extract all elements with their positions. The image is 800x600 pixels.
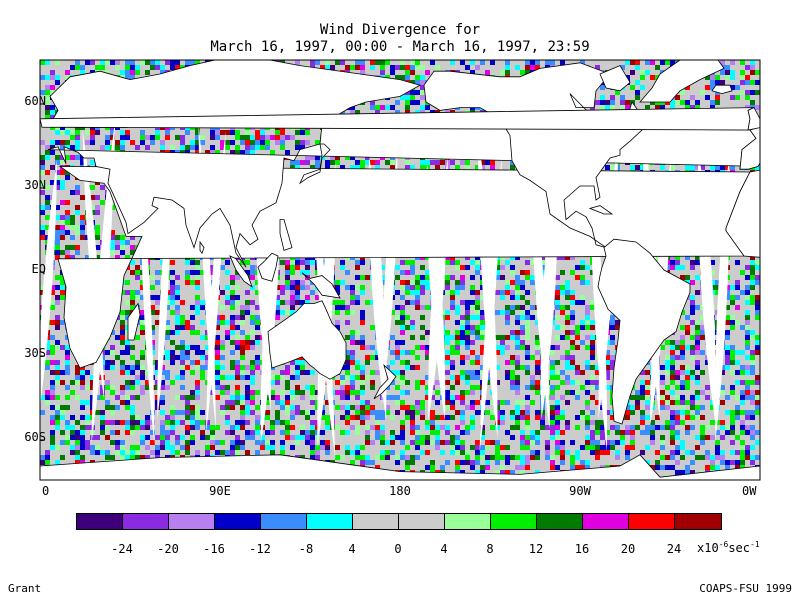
land-new-guinea xyxy=(301,272,341,299)
land-antarctica xyxy=(40,454,760,480)
lon-label-90w: 90W xyxy=(569,484,591,498)
land-cuba xyxy=(588,205,614,215)
land-australia xyxy=(267,300,347,380)
lat-label-30n: 30N xyxy=(24,178,46,192)
land-philippines xyxy=(279,219,293,251)
color-tick-label: -8 xyxy=(298,542,314,556)
color-swatch-3 xyxy=(215,514,261,529)
land-borneo xyxy=(257,252,279,282)
lon-label-0w: 0W xyxy=(742,484,757,498)
lon-label-90e: 90E xyxy=(209,484,231,498)
land-japan xyxy=(298,143,331,185)
lat-label-60s: 60S xyxy=(24,430,46,444)
color-tick-label: -16 xyxy=(203,542,225,556)
land-madagascar xyxy=(127,302,141,341)
land-new-zealand xyxy=(373,363,397,400)
lat-label-eq: EQ xyxy=(31,262,46,276)
color-swatch-11 xyxy=(583,514,629,529)
land-north-america xyxy=(423,62,649,248)
lat-label-60n: 60N xyxy=(24,94,46,108)
land-sumatra xyxy=(229,255,253,288)
land-south-america xyxy=(597,238,691,425)
lon-label-180: 180 xyxy=(389,484,411,498)
color-tick-label: 0 xyxy=(394,542,402,556)
lat-label-30s: 30S xyxy=(24,346,46,360)
color-tick-label: 20 xyxy=(620,542,636,556)
color-bar-units: x10-6sec-1 xyxy=(697,540,760,555)
color-tick-label: 16 xyxy=(574,542,590,556)
color-tick-label: 12 xyxy=(528,542,544,556)
title-line-2: March 16, 1997, 00:00 - March 16, 1997, … xyxy=(210,39,590,55)
lon-label-0: 0 xyxy=(42,484,50,498)
color-tick-label: -20 xyxy=(157,542,179,556)
author-credit: Grant xyxy=(8,582,42,595)
land-africa-wrap xyxy=(725,169,760,258)
color-swatch-0 xyxy=(77,514,123,529)
land-greenland xyxy=(639,60,725,103)
color-swatch-13 xyxy=(675,514,721,529)
color-tick-label: 24 xyxy=(666,542,682,556)
color-swatch-8 xyxy=(445,514,491,529)
color-swatch-1 xyxy=(123,514,169,529)
color-bar xyxy=(76,513,722,530)
land-iceland xyxy=(711,84,733,95)
color-swatch-6 xyxy=(353,514,399,529)
color-swatch-12 xyxy=(629,514,675,529)
map-field xyxy=(40,60,760,480)
land-sri-lanka xyxy=(199,240,205,255)
color-swatch-9 xyxy=(491,514,537,529)
color-swatch-10 xyxy=(537,514,583,529)
color-tick-label: 8 xyxy=(486,542,494,556)
land-baffin xyxy=(599,65,631,92)
color-swatch-7 xyxy=(399,514,445,529)
map-frame xyxy=(39,59,761,481)
color-tick-label: -12 xyxy=(249,542,271,556)
color-tick-label: 4 xyxy=(348,542,356,556)
land-eurasia-wrap xyxy=(739,126,760,170)
institution-credit: COAPS-FSU 1999 xyxy=(699,582,792,595)
land-eurasia xyxy=(47,60,759,268)
land-uk-wrap xyxy=(747,107,760,131)
title-line-1: Wind Divergence for xyxy=(319,22,481,38)
color-tick-label: 4 xyxy=(440,542,448,556)
color-swatch-5 xyxy=(307,514,353,529)
land-masses xyxy=(40,60,760,480)
color-swatch-2 xyxy=(169,514,215,529)
color-tick-label: -24 xyxy=(111,542,133,556)
color-swatch-4 xyxy=(261,514,307,529)
